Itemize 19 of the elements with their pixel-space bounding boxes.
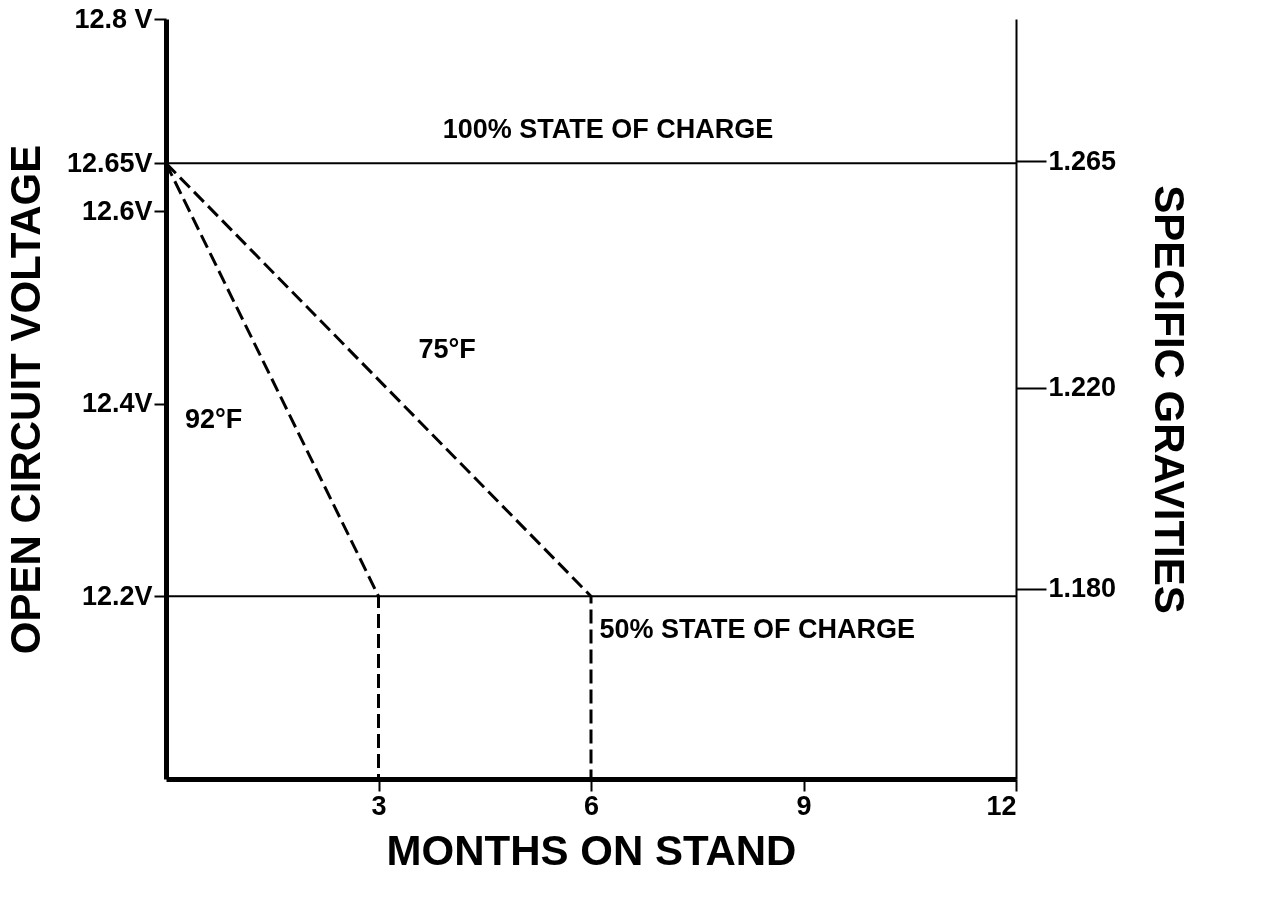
series-label: 92°F <box>184 403 243 434</box>
y2-tick-label: 1.265 <box>1048 145 1117 176</box>
ref-line-label: 100% STATE OF CHARGE <box>442 114 774 145</box>
y2-axis-title: SPECIFIC GRAVITIES <box>1146 185 1194 614</box>
y-tick-label: 12.6V <box>81 195 153 226</box>
y2-tick-label: 1.220 <box>1048 372 1117 403</box>
x-tick-label: 3 <box>371 790 387 821</box>
y-tick-label: 12.8 V <box>74 3 153 34</box>
y-tick-label: 12.4V <box>81 388 153 419</box>
ref-line-label: 50% STATE OF CHARGE <box>599 614 916 645</box>
y-axis-title: OPEN CIRCUIT VOLTAGE <box>1 144 49 655</box>
y-tick-label: 12.2V <box>81 580 153 611</box>
x-tick-label: 6 <box>583 790 600 821</box>
x-tick-label: 9 <box>796 790 812 821</box>
x-tick-label: 12 <box>986 790 1017 821</box>
y2-tick-label: 1.180 <box>1048 573 1117 604</box>
y-tick-label: 12.65V <box>66 147 153 178</box>
x-axis-title: MONTHS ON STAND <box>386 826 797 874</box>
series-label: 75°F <box>418 333 476 364</box>
